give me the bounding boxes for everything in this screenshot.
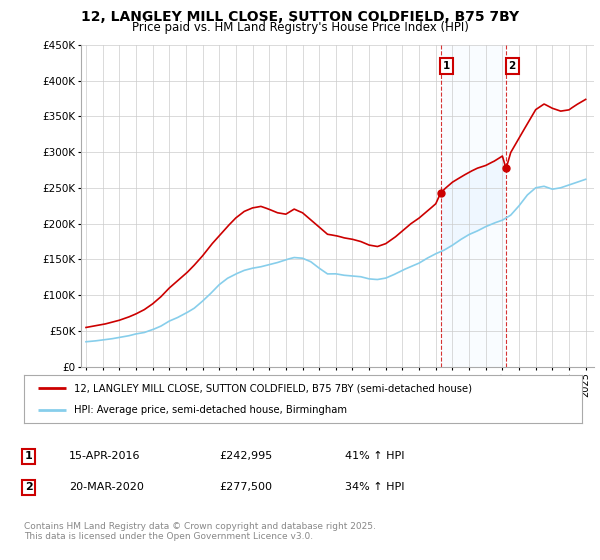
Text: 12, LANGLEY MILL CLOSE, SUTTON COLDFIELD, B75 7BY: 12, LANGLEY MILL CLOSE, SUTTON COLDFIELD… [81, 10, 519, 24]
Text: 41% ↑ HPI: 41% ↑ HPI [345, 451, 404, 461]
Text: 34% ↑ HPI: 34% ↑ HPI [345, 482, 404, 492]
Text: Price paid vs. HM Land Registry's House Price Index (HPI): Price paid vs. HM Land Registry's House … [131, 21, 469, 34]
Text: £242,995: £242,995 [219, 451, 272, 461]
Text: 1: 1 [443, 61, 451, 71]
Text: 1: 1 [25, 451, 32, 461]
Text: 20-MAR-2020: 20-MAR-2020 [69, 482, 144, 492]
Text: HPI: Average price, semi-detached house, Birmingham: HPI: Average price, semi-detached house,… [74, 405, 347, 415]
Text: 12, LANGLEY MILL CLOSE, SUTTON COLDFIELD, B75 7BY (semi-detached house): 12, LANGLEY MILL CLOSE, SUTTON COLDFIELD… [74, 383, 472, 393]
Text: £277,500: £277,500 [219, 482, 272, 492]
Text: 15-APR-2016: 15-APR-2016 [69, 451, 140, 461]
Text: 2: 2 [509, 61, 516, 71]
Text: 2: 2 [25, 482, 32, 492]
Text: Contains HM Land Registry data © Crown copyright and database right 2025.
This d: Contains HM Land Registry data © Crown c… [24, 522, 376, 542]
